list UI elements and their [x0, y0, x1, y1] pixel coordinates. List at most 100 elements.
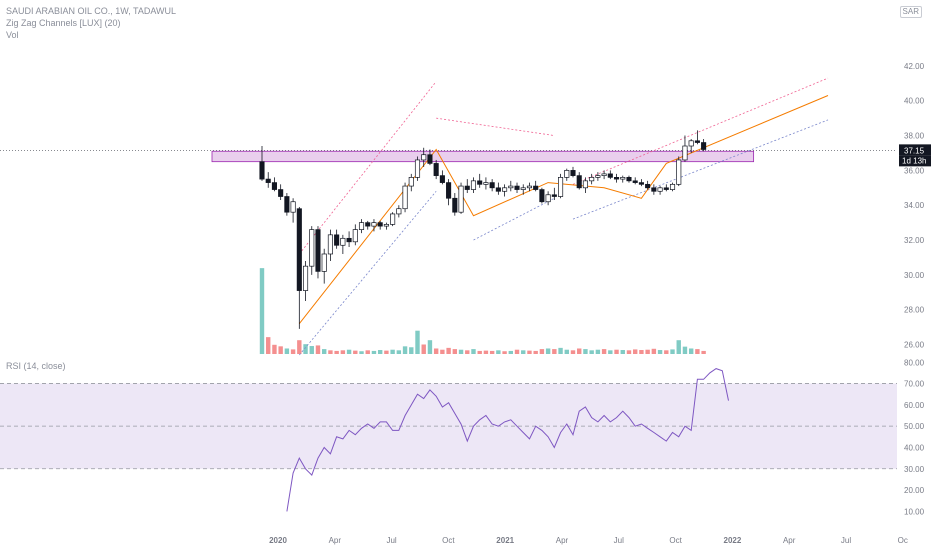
- countdown-value: 1d 13h: [902, 156, 926, 165]
- candle: [651, 187, 657, 192]
- volume-bar: [477, 350, 482, 354]
- candle: [495, 187, 501, 192]
- rsi-tick-label: 50.00: [904, 422, 925, 431]
- volume-bar: [272, 344, 277, 354]
- candle: [346, 237, 352, 243]
- candle: [688, 140, 694, 147]
- volume-bar: [458, 349, 464, 354]
- volume-bar: [626, 350, 632, 354]
- volume-bar: [614, 349, 619, 354]
- candle: [657, 187, 663, 192]
- candle: [663, 187, 669, 190]
- candle: [383, 224, 389, 227]
- volume-bar: [384, 350, 389, 354]
- volume-bar: [670, 349, 675, 354]
- candle: [502, 187, 508, 192]
- volume-bar: [471, 349, 476, 354]
- time-tick-label: Oct: [669, 536, 682, 545]
- volume-bar: [521, 350, 526, 354]
- indicator-legend[interactable]: Zig Zag Channels [LUX] (20): [6, 18, 121, 28]
- volume-bar: [608, 350, 613, 354]
- volume-bar: [421, 344, 426, 354]
- volume-bar: [402, 346, 408, 354]
- volume-bar: [483, 350, 489, 354]
- volume-bar: [695, 349, 700, 354]
- time-tick-label: Oc: [898, 536, 908, 545]
- candle: [296, 208, 302, 291]
- volume-bar: [651, 348, 657, 354]
- candle: [520, 187, 526, 190]
- volume-bar: [664, 350, 669, 354]
- candle: [676, 159, 682, 185]
- candle: [439, 175, 445, 183]
- candle: [309, 229, 315, 267]
- candle: [290, 201, 296, 213]
- last-price-badge: [899, 144, 931, 156]
- candle: [632, 180, 638, 183]
- last-price-value: 37.15: [904, 146, 925, 155]
- candle: [265, 178, 271, 183]
- candle: [694, 140, 700, 143]
- candle: [327, 234, 333, 255]
- volume-bar: [564, 349, 569, 354]
- volume-bar: [502, 351, 507, 354]
- candle: [352, 229, 358, 243]
- upper-channel-line: [572, 77, 829, 185]
- time-tick-label: Jul: [841, 536, 851, 545]
- volume-bar: [390, 349, 395, 354]
- lower-channel-line: [299, 191, 437, 356]
- volume-bar: [583, 349, 588, 354]
- candle: [464, 185, 470, 190]
- candle: [278, 189, 284, 197]
- volume-bar: [601, 349, 607, 354]
- candle: [607, 173, 613, 178]
- price-tick-label: 32.00: [904, 236, 925, 245]
- price-tick-label: 34.00: [904, 201, 925, 210]
- candle: [414, 159, 421, 178]
- rsi-tick-label: 10.00: [904, 507, 925, 516]
- volume-bar: [446, 347, 451, 354]
- time-tick-label: Apr: [783, 536, 796, 545]
- candle: [365, 222, 371, 227]
- volume-bar: [334, 350, 339, 354]
- volume-bar: [701, 350, 706, 354]
- volume-bar: [527, 350, 532, 354]
- candle: [458, 185, 464, 213]
- volume-bar: [409, 347, 414, 354]
- volume-bar: [539, 349, 545, 354]
- candle: [508, 185, 514, 189]
- volume-bar: [545, 348, 551, 354]
- candle: [576, 175, 582, 189]
- rsi-legend[interactable]: RSI (14, close): [6, 361, 66, 371]
- candle: [390, 213, 396, 225]
- rsi-tick-label: 30.00: [904, 465, 925, 474]
- volume-bar: [353, 350, 358, 354]
- volume-legend[interactable]: Vol: [6, 30, 19, 40]
- resistance-zone: [211, 150, 755, 163]
- candle: [582, 180, 588, 189]
- volume-bar: [259, 268, 265, 354]
- candle: [427, 154, 433, 164]
- candle: [613, 177, 620, 180]
- currency-badge[interactable]: SAR: [899, 6, 922, 18]
- volume-bar: [377, 350, 383, 354]
- candle: [489, 182, 495, 189]
- symbol-legend[interactable]: SAUDI ARABIAN OIL CO., 1W, TADAWUL: [6, 6, 177, 16]
- candle: [371, 222, 377, 227]
- zigzag-line: [298, 95, 829, 325]
- candle: [259, 161, 265, 180]
- candle: [645, 183, 651, 189]
- volume-bar: [688, 348, 694, 354]
- volume-bar: [328, 350, 333, 354]
- price-tick-label: 36.00: [904, 166, 925, 175]
- time-tick-label: 2020: [269, 536, 287, 545]
- candle: [408, 177, 414, 187]
- volume-bar: [340, 350, 346, 354]
- volume-bar: [552, 349, 557, 354]
- volume-bar: [489, 350, 495, 354]
- candle: [669, 183, 676, 190]
- rsi-tick-label: 70.00: [904, 380, 925, 389]
- candle: [638, 182, 644, 185]
